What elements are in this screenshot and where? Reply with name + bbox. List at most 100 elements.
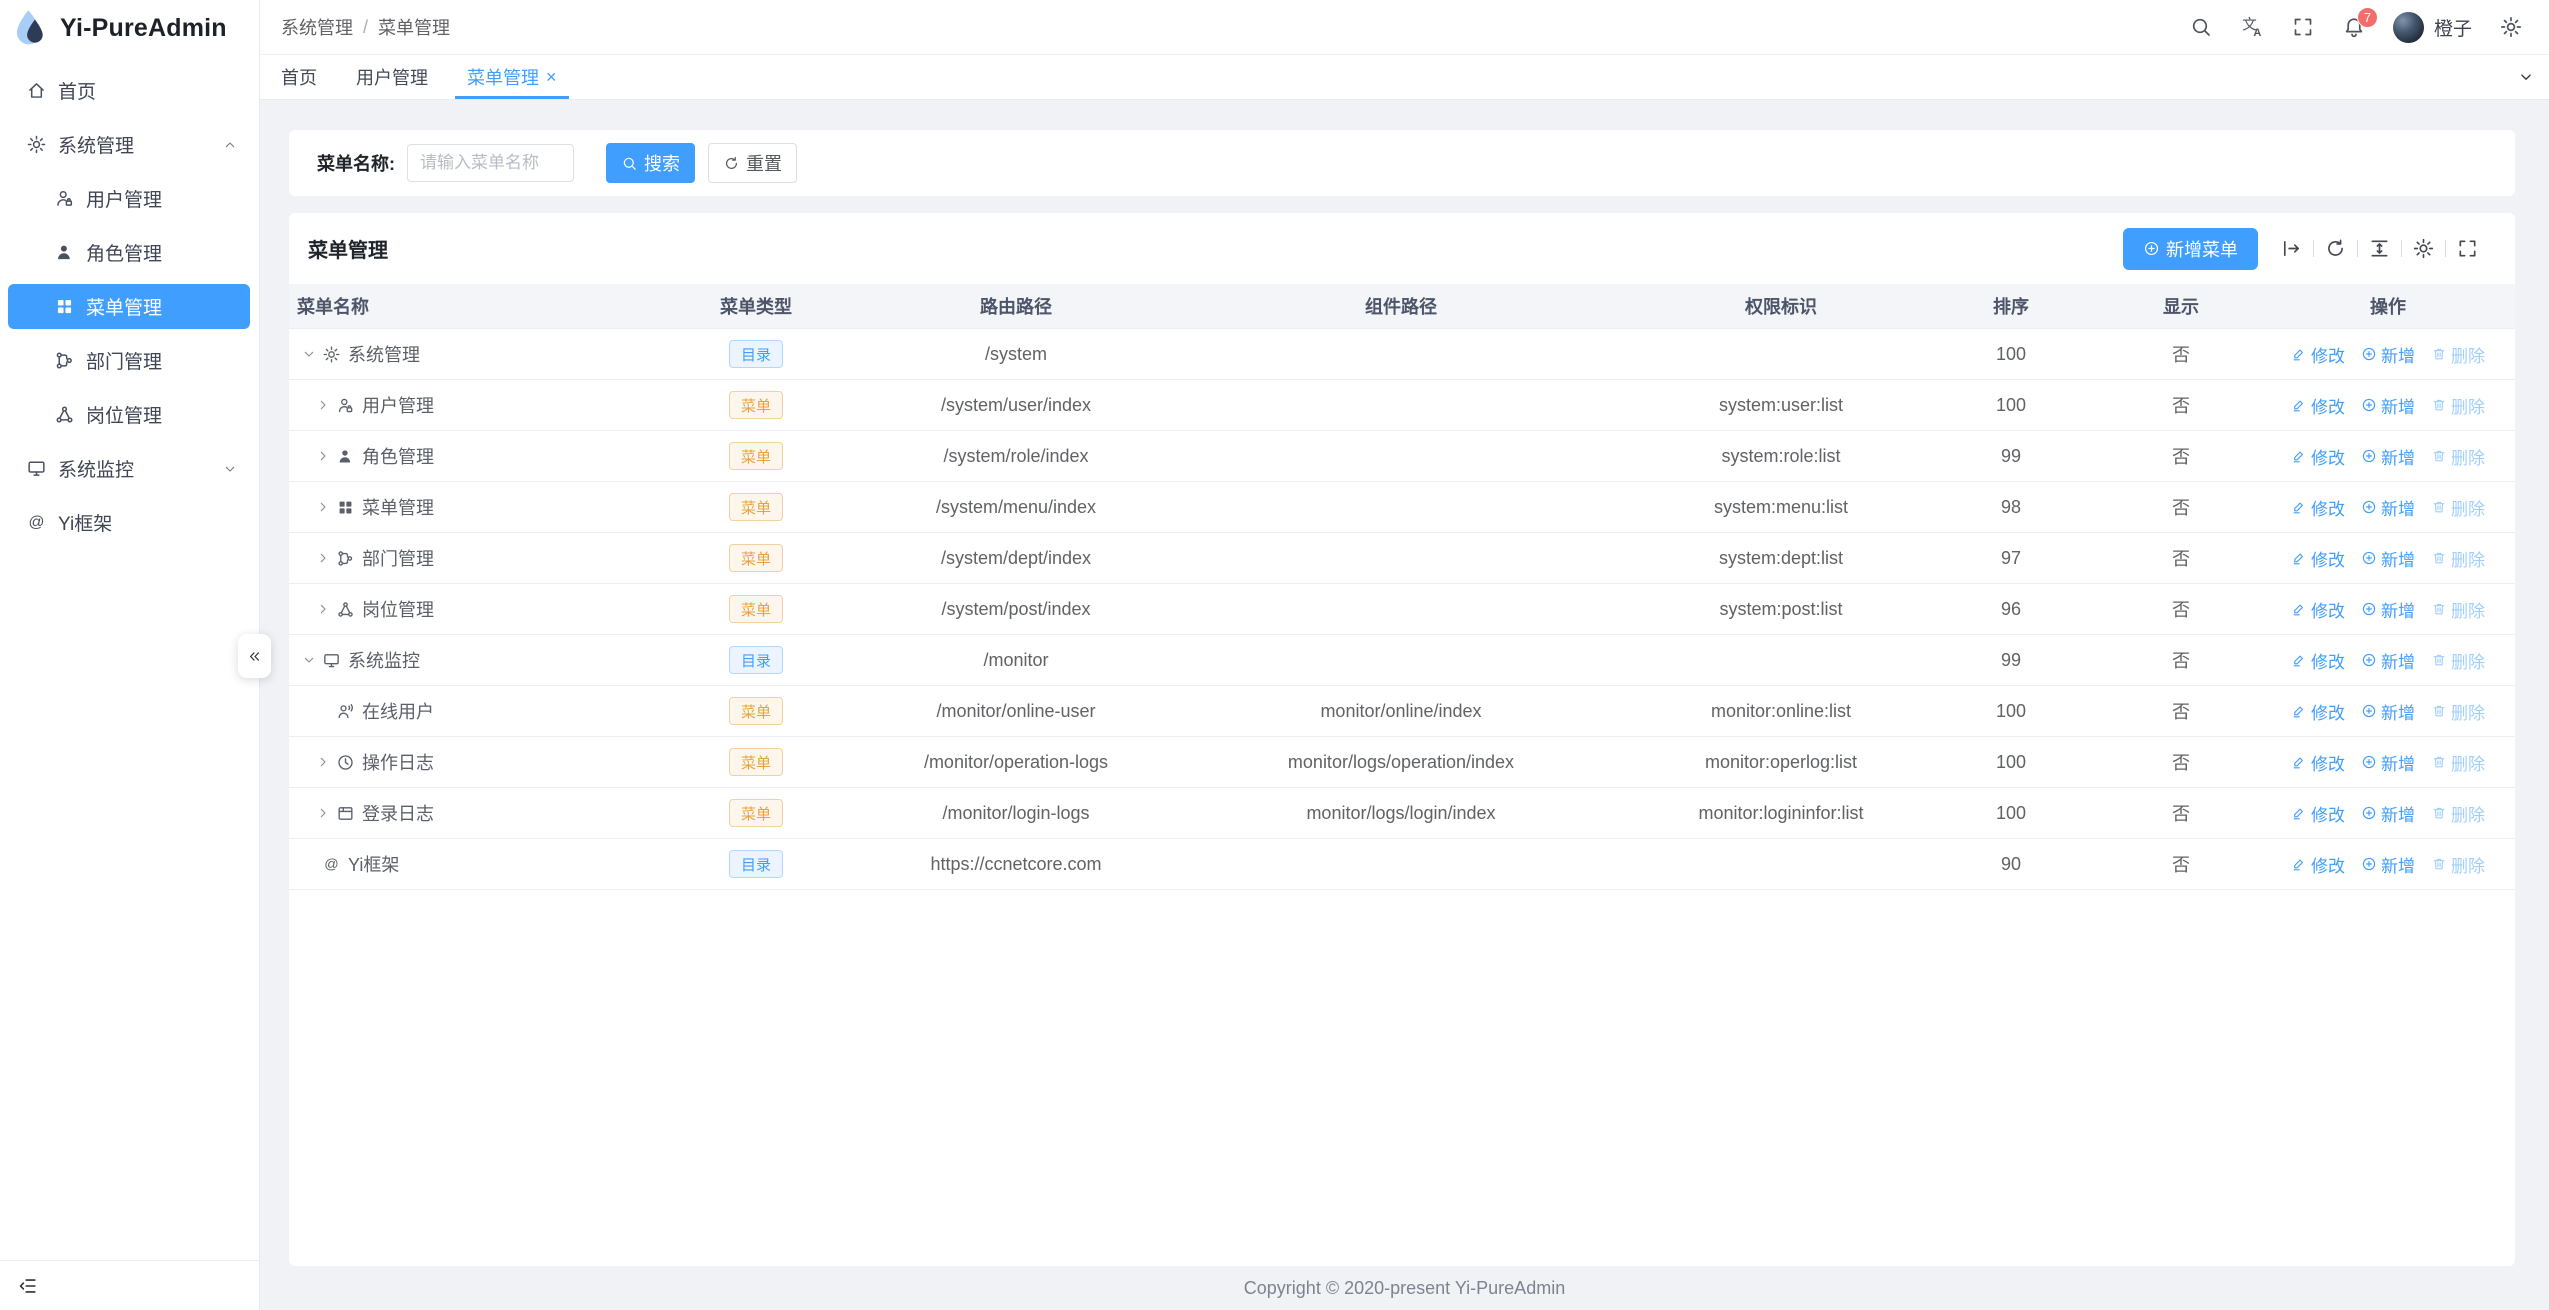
row-add-button[interactable]: 新增 [2361,750,2415,775]
logo[interactable]: Yi-PureAdmin [0,0,259,56]
settings-gear-icon[interactable] [2499,15,2523,39]
row-edit-button[interactable]: 修改 [2291,648,2345,673]
menu-type-tag: 菜单 [728,697,783,725]
app-title: Yi-PureAdmin [60,13,227,42]
toolbar-gear-icon[interactable] [2412,237,2435,260]
tab-user[interactable]: 用户管理 [356,68,428,88]
row-edit-button[interactable]: 修改 [2291,393,2345,418]
toolbar-refresh-icon[interactable] [2324,237,2347,260]
row-expand-right-icon[interactable] [315,448,331,464]
sidebar-item-home[interactable]: 首页 [8,68,250,113]
row-edit-button[interactable]: 修改 [2291,546,2345,571]
add-menu-button[interactable]: 新增菜单 [2123,227,2258,270]
row-add-button[interactable]: 新增 [2361,699,2415,724]
gear-icon [26,134,47,155]
row-edit-button[interactable]: 修改 [2291,444,2345,469]
row-edit-button[interactable]: 修改 [2291,852,2345,877]
row-edit-button[interactable]: 修改 [2291,597,2345,622]
menu-name-input[interactable] [407,144,574,182]
table-header-row: 菜单名称 菜单类型 路由路径 组件路径 权限标识 排序 显示 操作 [289,284,2515,329]
row-edit-button[interactable]: 修改 [2291,342,2345,367]
row-expand-right-icon[interactable] [315,397,331,413]
row-add-button[interactable]: 新增 [2361,393,2415,418]
double-left-icon [246,648,263,665]
row-expand-right-icon[interactable] [315,805,331,821]
menu-fold-icon[interactable] [17,1275,39,1297]
row-edit-button[interactable]: 修改 [2291,495,2345,520]
sidebar-item-user[interactable]: 用户管理 [8,176,250,221]
row-expand-right-icon[interactable] [315,499,331,515]
tab-home[interactable]: 首页 [281,68,317,88]
row-add-button[interactable]: 新增 [2361,648,2415,673]
menu-type-tag: 菜单 [728,442,783,470]
sort-value: 99 [2000,445,2022,466]
delete-icon [2431,754,2447,770]
username[interactable]: 橙子 [2433,18,2472,40]
row-expand-down-icon[interactable] [301,346,317,362]
plus-circle-icon [2361,652,2377,668]
table-row-menu: 菜单管理 菜单 /system/menu/index system:menu:l… [289,482,2515,533]
row-expand-right-icon[interactable] [315,601,331,617]
fullscreen-icon[interactable] [2291,15,2315,39]
row-add-button[interactable]: 新增 [2361,342,2415,367]
row-expand-right-icon[interactable] [315,550,331,566]
reset-button[interactable]: 重置 [708,143,797,183]
row-delete-button[interactable]: 删除 [2431,597,2485,622]
sidebar-item-system[interactable]: 系统管理 [8,122,250,167]
row-delete-button[interactable]: 删除 [2431,495,2485,520]
row-delete-button[interactable]: 删除 [2431,393,2485,418]
row-expand-down-icon[interactable] [301,652,317,668]
sort-value: 96 [2000,598,2022,619]
edit-icon [2291,397,2307,413]
breadcrumb-item[interactable]: 菜单管理 [378,18,451,38]
row-add-button[interactable]: 新增 [2361,597,2415,622]
row-delete-button[interactable]: 删除 [2431,801,2485,826]
sidebar-item-dept[interactable]: 部门管理 [8,338,250,383]
toolbar-line-height-icon[interactable] [2368,237,2391,260]
notification-bell-icon[interactable]: 7 [2342,7,2378,39]
sidebar-item-post[interactable]: 岗位管理 [8,392,250,437]
edit-icon [2291,856,2307,872]
row-expand-right-icon[interactable] [315,754,331,770]
visible-value: 否 [2172,702,2190,722]
row-delete-button[interactable]: 删除 [2431,699,2485,724]
toolbar-fullscreen-icon[interactable] [2456,237,2479,260]
row-add-button[interactable]: 新增 [2361,801,2415,826]
row-delete-button[interactable]: 删除 [2431,342,2485,367]
search-button[interactable]: 搜索 [606,143,695,183]
sidebar-item-menu[interactable]: 菜单管理 [8,284,250,329]
row-delete-button[interactable]: 删除 [2431,852,2485,877]
edit-icon [2291,652,2307,668]
sidebar-item-role[interactable]: 角色管理 [8,230,250,275]
row-edit-button[interactable]: 修改 [2291,699,2345,724]
row-delete-button[interactable]: 删除 [2431,648,2485,673]
column-header: 路由路径 [980,297,1052,317]
avatar[interactable] [2392,11,2424,43]
row-delete-button[interactable]: 删除 [2431,750,2485,775]
row-add-button[interactable]: 新增 [2361,852,2415,877]
breadcrumb-item[interactable]: 系统管理 [281,18,353,38]
row-add-button[interactable]: 新增 [2361,495,2415,520]
row-add-button[interactable]: 新增 [2361,444,2415,469]
tab-menu[interactable]: 菜单管理 × [455,55,569,99]
tabs-dropdown-icon[interactable] [2503,55,2549,99]
sort-value: 100 [1995,343,2027,364]
search-icon[interactable] [2189,15,2213,39]
edit-icon [2291,346,2307,362]
column-header: 菜单名称 [297,297,369,317]
sidebar-item-yi[interactable]: @ Yi框架 [8,500,250,545]
row-add-button[interactable]: 新增 [2361,546,2415,571]
sidebar-collapse-button[interactable] [238,634,271,678]
edit-icon [2291,448,2307,464]
row-delete-button[interactable]: 删除 [2431,444,2485,469]
row-delete-button[interactable]: 删除 [2431,546,2485,571]
sidebar-menu: 首页 系统管理 用户管理 角色管理 菜单管理 部门管理 岗位管理 系统监控 @ … [0,56,259,1260]
sidebar-item-monitor[interactable]: 系统监控 [8,446,250,491]
row-edit-button[interactable]: 修改 [2291,750,2345,775]
row-edit-button[interactable]: 修改 [2291,801,2345,826]
toolbar-arrow-to-right-icon[interactable] [2280,237,2303,260]
plus-circle-icon [2361,550,2377,566]
tab-close-icon[interactable]: × [546,67,557,87]
